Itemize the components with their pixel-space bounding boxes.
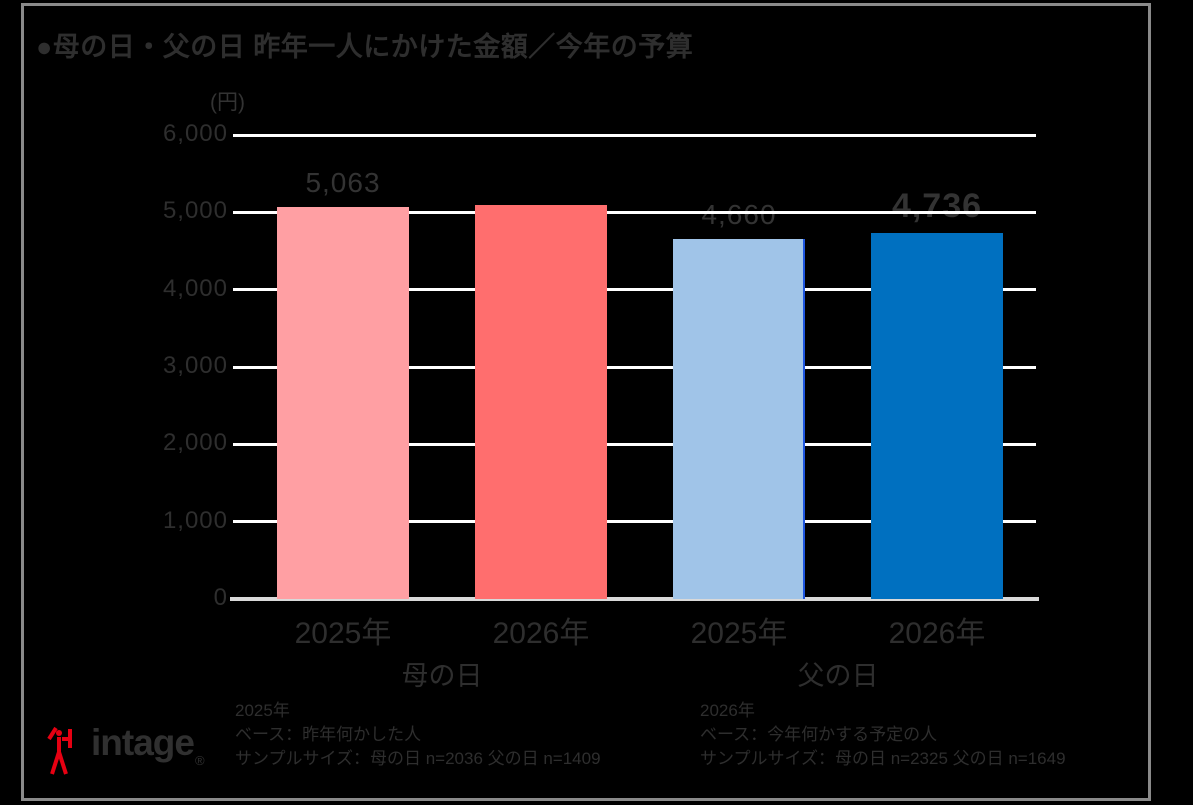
y-tick-label: 3,000 xyxy=(162,352,228,379)
intage-logo-mark-icon xyxy=(47,726,72,775)
footnote-2025: 2025年 ベース：昨年何かした人 サンプルサイズ：母の日 n=2036 父の日… xyxy=(235,699,601,771)
y-tick-label: 4,000 xyxy=(162,274,228,302)
x-tick-label-mothers-day-2025: 2025年 xyxy=(294,617,392,650)
y-axis-unit-label: (円) xyxy=(210,91,245,114)
footnote-year-label: 2026年 xyxy=(700,701,755,720)
footnote-base-label: ベース：昨年何かした人 xyxy=(235,725,422,744)
bar-value-label-fathers-day-2026: 4,736 xyxy=(891,186,983,225)
bar-mothers-day-2025 xyxy=(277,207,409,599)
bar-value-label-mothers-day-2025: 5,063 xyxy=(305,167,381,199)
gridline-5000 xyxy=(233,210,1036,214)
gridline-6000 xyxy=(233,133,1036,137)
y-tick-label: 5,000 xyxy=(162,197,228,225)
footnote-sample-size-label: サンプルサイズ：母の日 n=2036 父の日 n=1409 xyxy=(235,749,601,768)
gridline-4000 xyxy=(233,288,1036,292)
x-tick-label-mothers-day-2026: 2026年 xyxy=(492,617,590,650)
footnote-2026: 2026年 ベース：今年何かする予定の人 サンプルサイズ：母の日 n=2325 … xyxy=(700,699,1066,771)
x-axis-line xyxy=(230,597,1039,601)
registered-trademark-symbol: ® xyxy=(194,753,205,768)
y-tick-label: 0 xyxy=(213,584,228,611)
chart-title: ●母の日・父の日 昨年一人にかけた金額／今年の予算 xyxy=(36,32,694,62)
bar-mothers-day-2026 xyxy=(475,204,607,599)
intage-logo-wordmark: intage xyxy=(91,722,195,763)
y-tick-label: 6,000 xyxy=(162,120,228,147)
gridline-2000 xyxy=(233,442,1036,446)
gridline-1000 xyxy=(233,520,1036,524)
chart-frame xyxy=(21,3,1151,801)
intage-logo: intage ® xyxy=(45,724,205,776)
bar-fathers-day-2025 xyxy=(673,238,805,599)
y-tick-label: 2,000 xyxy=(162,429,228,457)
footnote-sample-size-label: サンプルサイズ：母の日 n=2325 父の日 n=1649 xyxy=(700,749,1066,768)
x-tick-label-fathers-day-2025: 2025年 xyxy=(690,617,788,650)
axis-group-label-mothers-day: 母の日 xyxy=(401,661,483,691)
footnote-year-label: 2025年 xyxy=(235,701,290,720)
axis-group-label-fathers-day: 父の日 xyxy=(797,661,879,691)
x-tick-label-fathers-day-2026: 2026年 xyxy=(888,617,986,650)
bar-fathers-day-2026 xyxy=(871,232,1003,599)
footnote-base-label: ベース：今年何かする予定の人 xyxy=(700,725,938,744)
bar-value-label-fathers-day-2025: 4,660 xyxy=(701,198,777,230)
y-tick-label: 1,000 xyxy=(162,506,228,534)
gridline-3000 xyxy=(233,365,1036,369)
